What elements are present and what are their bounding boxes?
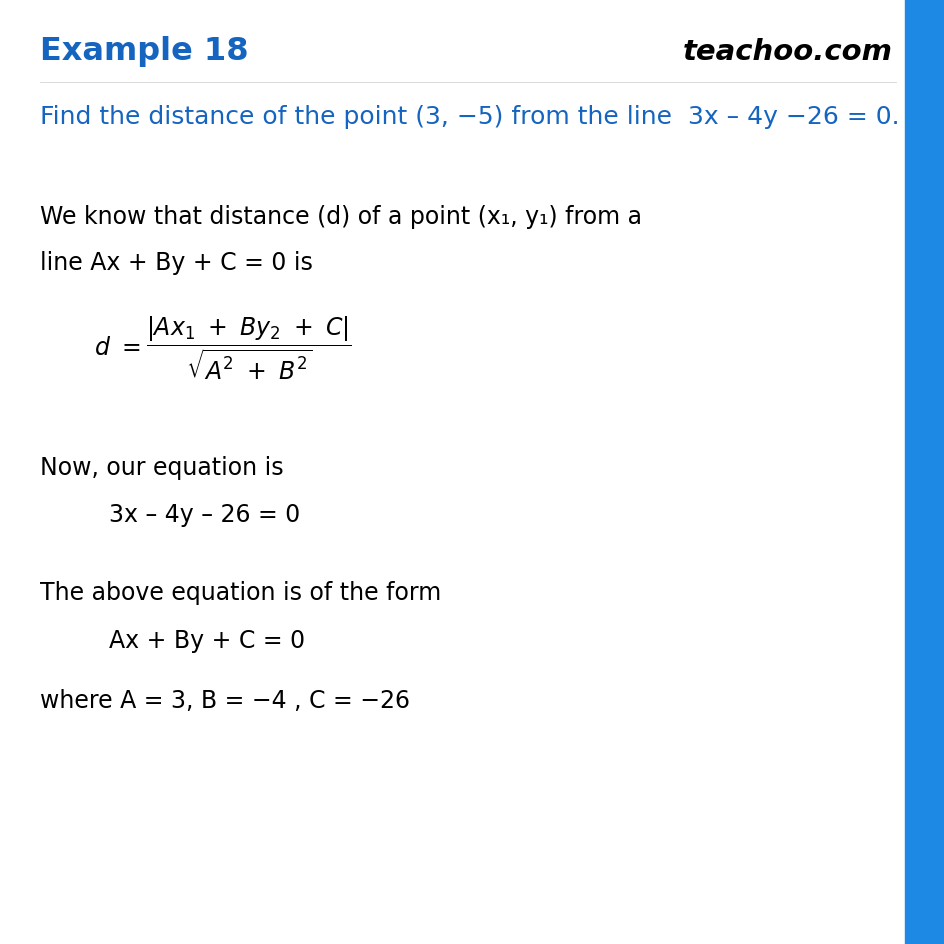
Text: line Ax + By + C = 0 is: line Ax + By + C = 0 is bbox=[40, 250, 312, 275]
Text: $\mathit{d}\ =$: $\mathit{d}\ =$ bbox=[94, 335, 141, 360]
Text: Now, our equation is: Now, our equation is bbox=[40, 455, 283, 480]
Bar bbox=[904, 0, 944, 944]
Text: We know that distance (d) of a point (x₁, y₁) from a: We know that distance (d) of a point (x₁… bbox=[40, 205, 641, 229]
Text: $\dfrac{|Ax_1\ +\ By_2\ +\ C|}{\sqrt{A^2\ +\ B^2}}$: $\dfrac{|Ax_1\ +\ By_2\ +\ C|}{\sqrt{A^2… bbox=[146, 313, 352, 381]
Text: Ax + By + C = 0: Ax + By + C = 0 bbox=[109, 628, 305, 652]
Text: teachoo.com: teachoo.com bbox=[683, 38, 892, 66]
Text: Example 18: Example 18 bbox=[40, 37, 248, 67]
Text: 3x – 4y – 26 = 0: 3x – 4y – 26 = 0 bbox=[109, 502, 299, 527]
Text: The above equation is of the form: The above equation is of the form bbox=[40, 581, 441, 605]
Text: Find the distance of the point (3, −5) from the line  3x – 4y −26 = 0.: Find the distance of the point (3, −5) f… bbox=[40, 105, 899, 129]
Text: where A = 3, B = −4 , C = −26: where A = 3, B = −4 , C = −26 bbox=[40, 688, 410, 713]
